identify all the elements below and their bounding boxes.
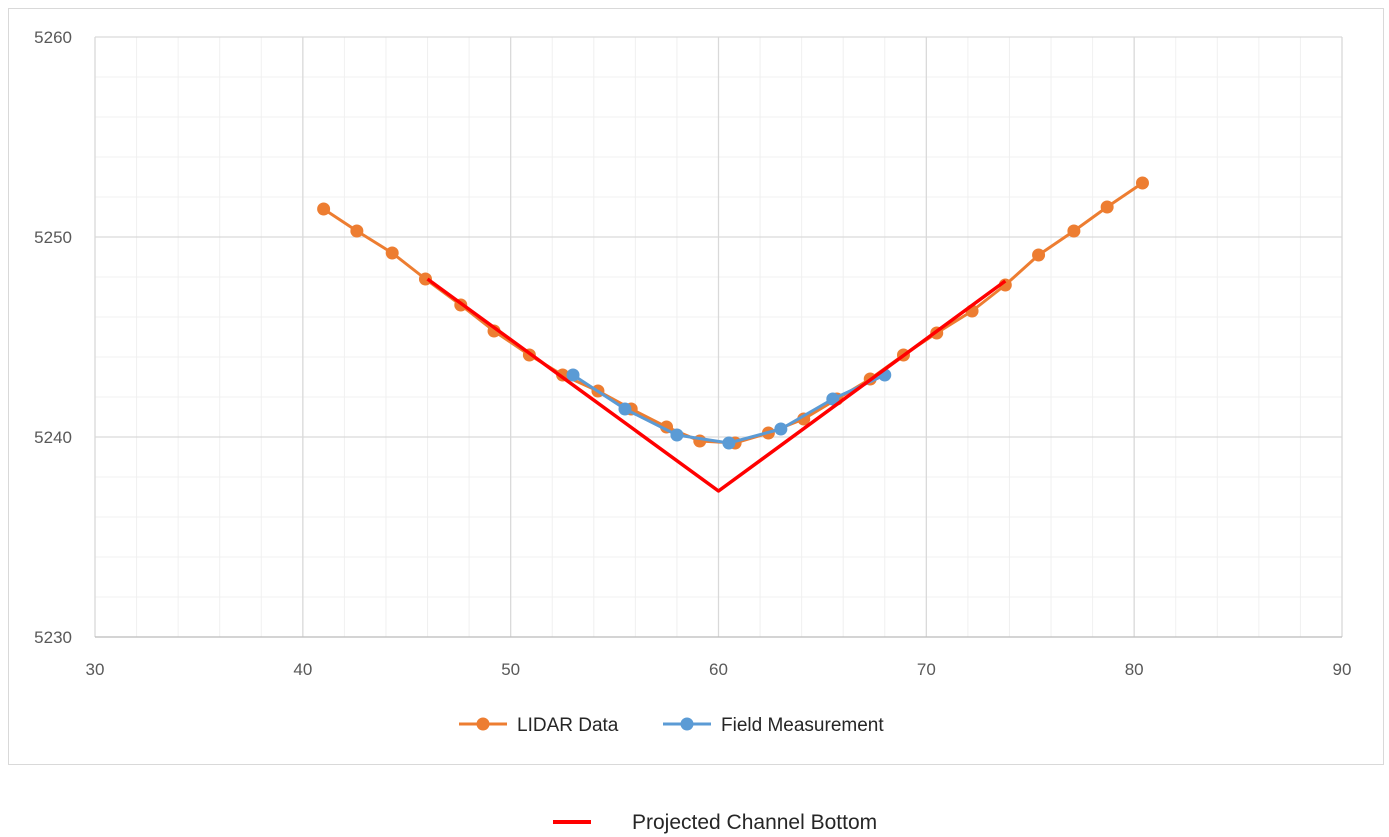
series-projected-channel-bottom [426, 277, 1007, 493]
y-axis-tick-labels: 5230 5240 5250 5260 [34, 28, 72, 647]
legend-projected-label: Projected Channel Bottom [632, 811, 877, 834]
x-axis-tick-labels: 30 40 50 60 70 80 90 [86, 660, 1352, 679]
y-tick-label: 5230 [34, 628, 72, 647]
data-point [722, 436, 736, 450]
legend-lidar-label: LIDAR Data [517, 715, 619, 736]
legend-lidar-marker-swatch [476, 717, 490, 731]
legend-item-lidar: LIDAR Data [459, 715, 619, 736]
major-gridlines [94, 36, 1343, 638]
legend-item-field: Field Measurement [663, 715, 884, 736]
data-point [670, 428, 684, 442]
x-tick-label: 80 [1125, 660, 1144, 679]
y-tick-label: 5250 [34, 228, 72, 247]
data-point [1135, 176, 1149, 190]
data-point [826, 392, 840, 406]
series-line [322, 181, 1144, 445]
data-point [797, 412, 811, 426]
legend-field-marker-swatch [680, 717, 694, 731]
series-field-measurement [566, 368, 892, 450]
data-point [566, 368, 580, 382]
series-lidar-data [317, 176, 1149, 450]
series-line [426, 277, 1007, 493]
data-point [774, 422, 788, 436]
x-tick-label: 60 [709, 660, 728, 679]
legend: LIDAR Data Field Measurement [459, 715, 884, 736]
plot-series [317, 176, 1149, 493]
x-tick-label: 50 [501, 660, 520, 679]
data-point [350, 224, 364, 238]
chart-area [8, 8, 1384, 765]
data-point [418, 272, 432, 286]
x-tick-label: 30 [86, 660, 105, 679]
x-tick-label: 40 [293, 660, 312, 679]
y-tick-label: 5240 [34, 428, 72, 447]
data-point [1100, 200, 1114, 214]
x-tick-label: 70 [917, 660, 936, 679]
data-point [1067, 224, 1081, 238]
data-point [385, 246, 399, 260]
x-tick-label: 90 [1333, 660, 1352, 679]
data-point [618, 402, 632, 416]
y-tick-label: 5260 [34, 28, 72, 47]
data-point [1032, 248, 1046, 262]
legend-field-label: Field Measurement [721, 715, 884, 736]
legend-projected-channel-bottom: Projected Channel Bottom [553, 811, 877, 834]
data-point [317, 202, 331, 216]
